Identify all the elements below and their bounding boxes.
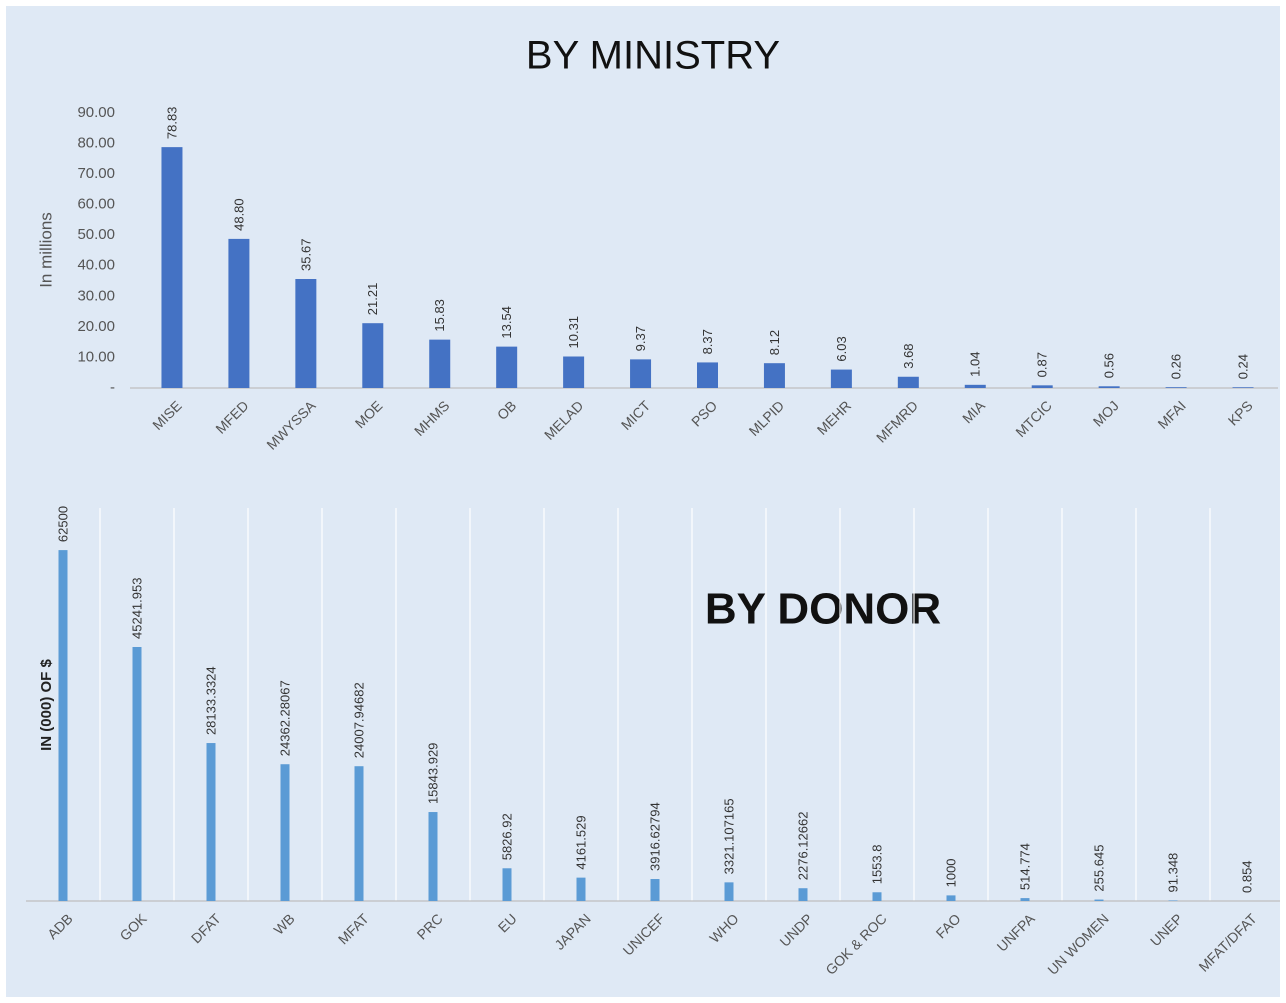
data-label: 91.348 bbox=[1165, 853, 1180, 893]
chart-title: BY DONOR bbox=[705, 585, 941, 634]
bar bbox=[630, 359, 652, 388]
y-tick-label: 90.00 bbox=[77, 104, 115, 121]
bar bbox=[576, 877, 586, 901]
data-label: 3321.107165 bbox=[721, 798, 736, 874]
data-label: 35.67 bbox=[298, 238, 313, 271]
bar bbox=[946, 895, 956, 901]
bar bbox=[502, 868, 512, 901]
bar bbox=[650, 879, 660, 901]
y-tick-label: 40.00 bbox=[77, 257, 115, 274]
y-tick-label: 60.00 bbox=[77, 196, 115, 213]
data-label: 24362.28067 bbox=[277, 680, 292, 756]
data-label: 6.03 bbox=[834, 336, 849, 361]
bar bbox=[228, 238, 250, 388]
bar bbox=[1094, 899, 1104, 901]
bar bbox=[354, 766, 364, 901]
y-axis-label: IN (000) OF $ bbox=[38, 659, 55, 751]
bar bbox=[1098, 386, 1120, 388]
bar bbox=[1020, 898, 1030, 901]
data-label: 8.12 bbox=[767, 330, 782, 355]
data-label: 0.24 bbox=[1235, 354, 1250, 379]
bar bbox=[362, 323, 384, 388]
bar bbox=[280, 764, 290, 901]
bar bbox=[1168, 900, 1178, 901]
data-label: 5826.92 bbox=[499, 813, 514, 860]
bar bbox=[763, 363, 785, 388]
data-label: 0.854 bbox=[1239, 860, 1254, 893]
data-label: 15.83 bbox=[432, 299, 447, 332]
data-label: 0.56 bbox=[1102, 353, 1117, 378]
data-label: 514.774 bbox=[1017, 843, 1032, 890]
y-tick-label: 30.00 bbox=[77, 287, 115, 304]
data-label: 78.83 bbox=[164, 107, 179, 140]
bar bbox=[897, 376, 919, 388]
data-label: 1553.8 bbox=[869, 845, 884, 885]
y-tick-label: 20.00 bbox=[77, 318, 115, 335]
data-label: 3916.62794 bbox=[647, 802, 662, 871]
data-label: 15843.929 bbox=[425, 743, 440, 804]
data-label: 9.37 bbox=[633, 326, 648, 351]
bar bbox=[798, 888, 808, 901]
data-label: 48.80 bbox=[231, 198, 246, 231]
data-label: 1000 bbox=[943, 858, 958, 887]
y-tick-label: - bbox=[110, 379, 115, 396]
bar bbox=[1165, 387, 1187, 388]
data-label: 0.87 bbox=[1035, 352, 1050, 377]
data-label: 2276.12662 bbox=[795, 812, 810, 881]
y-tick-label: 50.00 bbox=[77, 226, 115, 243]
y-axis-label: In millions bbox=[36, 212, 55, 288]
data-label: 8.37 bbox=[700, 329, 715, 354]
data-label: 0.26 bbox=[1169, 354, 1184, 379]
y-tick-label: 10.00 bbox=[77, 348, 115, 365]
bar bbox=[295, 279, 317, 388]
bar bbox=[830, 369, 852, 388]
bar bbox=[58, 550, 68, 901]
bar bbox=[1232, 387, 1254, 388]
bar bbox=[496, 346, 518, 388]
data-label: 45241.953 bbox=[129, 578, 144, 639]
bar bbox=[563, 356, 585, 388]
bar bbox=[697, 362, 718, 388]
bar bbox=[161, 147, 183, 388]
bar bbox=[132, 646, 142, 901]
bar bbox=[206, 743, 216, 901]
bar bbox=[872, 892, 882, 901]
data-label: 24007.94682 bbox=[351, 682, 366, 758]
y-tick-label: 80.00 bbox=[77, 135, 115, 152]
data-label: 4161.529 bbox=[573, 815, 588, 869]
data-label: 13.54 bbox=[499, 306, 514, 339]
bar bbox=[1031, 385, 1053, 388]
background bbox=[6, 6, 1280, 997]
bar bbox=[964, 384, 986, 388]
data-label: 3.68 bbox=[901, 343, 916, 368]
chart-title: BY MINISTRY bbox=[526, 34, 780, 78]
data-label: 21.21 bbox=[365, 283, 380, 316]
bar bbox=[429, 339, 451, 388]
data-label: 28133.3324 bbox=[203, 666, 218, 735]
y-tick-label: 70.00 bbox=[77, 165, 115, 182]
bar bbox=[724, 882, 734, 901]
data-label: 10.31 bbox=[566, 316, 581, 349]
bar bbox=[428, 812, 438, 901]
data-label: 1.04 bbox=[968, 352, 983, 377]
data-label: 255.645 bbox=[1091, 845, 1106, 892]
data-label: 62500 bbox=[55, 506, 70, 542]
